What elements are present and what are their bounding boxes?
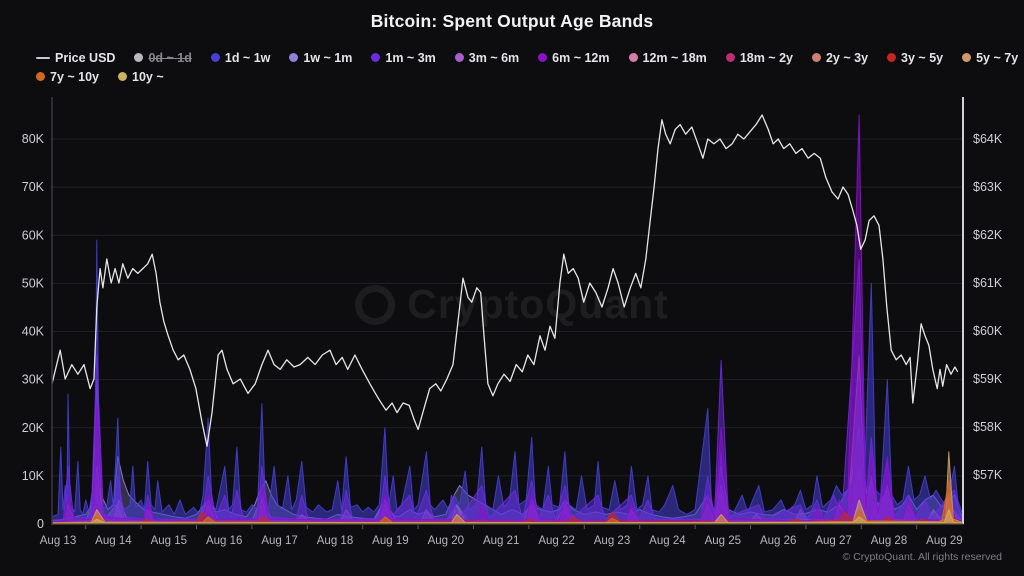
y-axis-label-left: 80K	[22, 132, 45, 146]
y-axis-label-right: $62K	[973, 228, 1003, 242]
price-line	[51, 114, 959, 447]
band-dot-icon	[811, 53, 821, 62]
y-axis-label-left: 20K	[22, 421, 45, 435]
legend-row-1: Price USD 0d ~ 1d 1d ~ 1w 1w ~ 1m 1m ~ 3m 3m …	[36, 49, 1018, 66]
legend-item-7y-10y[interactable]: 7y ~ 10y	[36, 70, 99, 84]
y-axis-label-left: 10K	[22, 469, 45, 483]
y-axis-label-right: $63K	[973, 180, 1003, 194]
x-axis-label: Aug 23	[594, 535, 630, 547]
legend-item-1m-3m[interactable]: 1m ~ 3m	[371, 50, 436, 65]
legend-label: 5y ~ 7y	[976, 50, 1019, 65]
x-axis-label: Aug 25	[705, 535, 741, 547]
legend-label: 2y ~ 3y	[825, 50, 869, 65]
band-dot-icon	[118, 72, 128, 81]
x-axis-label: Aug 16	[206, 535, 242, 547]
y-axis-label-left: 70K	[22, 180, 45, 194]
y-axis-label-left: 50K	[22, 276, 45, 290]
legend-item-6m-12m[interactable]: 6m ~ 12m	[538, 50, 610, 65]
legend-item-18m-2y[interactable]: 18m ~ 2y	[725, 50, 793, 65]
x-axis-label: Aug 27	[815, 535, 851, 547]
legend-label: 1w ~ 1m	[303, 50, 353, 65]
price-line-marker-icon	[36, 56, 50, 59]
y-axis-label-right: $60K	[973, 324, 1003, 338]
y-axis-label-left: 30K	[22, 373, 45, 387]
legend-item-3y-5y[interactable]: 3y ~ 5y	[887, 51, 943, 65]
band-dot-icon	[628, 53, 638, 62]
band-dot-icon	[538, 53, 548, 62]
band-area-6m-12m	[51, 114, 964, 525]
band-dot-icon	[962, 53, 972, 62]
band-dot-icon	[36, 72, 45, 81]
band-dot-icon	[134, 53, 144, 62]
x-axis-label: Aug 24	[649, 535, 686, 547]
y-axis-label-left: 60K	[22, 228, 45, 242]
legend-label: 18m ~ 2y	[739, 50, 793, 65]
x-axis-label: Aug 21	[483, 535, 519, 547]
legend-item-1d-1w[interactable]: 1d ~ 1w	[210, 50, 271, 65]
legend-label: 12m ~ 18m	[642, 50, 707, 65]
legend-label: 10y ~	[132, 69, 164, 84]
legend-label: 3y ~ 5y	[901, 50, 944, 65]
legend-item-10y[interactable]: 10y ~	[118, 70, 164, 84]
y-axis-label-right: $61K	[973, 276, 1003, 290]
band-dot-icon	[725, 53, 735, 62]
x-axis-label: Aug 20	[428, 535, 464, 547]
band-dot-icon	[210, 53, 220, 62]
legend-item-1w-1m[interactable]: 1w ~ 1m	[289, 51, 352, 65]
y-axis-label-right: $64K	[973, 132, 1003, 146]
x-axis-label: Aug 17	[261, 535, 297, 547]
x-axis-label: Aug 29	[926, 535, 962, 547]
x-axis-label: Aug 18	[317, 535, 353, 547]
band-dot-icon	[454, 53, 464, 62]
legend-label: Price USD	[55, 50, 116, 65]
band-area-1m-3m	[51, 258, 964, 525]
legend-item-price-usd[interactable]: Price USD	[36, 51, 115, 65]
legend-item-5y-7y[interactable]: 5y ~ 7y	[962, 51, 1018, 65]
legend-item-3m-6m[interactable]: 3m ~ 6m	[454, 50, 520, 65]
legend-label: 0d ~ 1d	[148, 50, 192, 65]
legend-item-0d-1d[interactable]: 0d ~ 1d	[134, 50, 192, 65]
x-axis-label: Aug 28	[871, 535, 907, 547]
legend-label: 6m ~ 12m	[552, 50, 610, 65]
band-dot-icon	[289, 53, 299, 62]
page-title: Bitcoin: Spent Output Age Bands	[370, 11, 654, 31]
y-axis-label-left: 0	[37, 517, 44, 531]
copyright-notice: © CryptoQuant. All rights reserved	[842, 551, 1002, 563]
band-area-1d-1w	[51, 239, 964, 525]
x-axis-label: Aug 22	[538, 535, 574, 547]
y-axis-label-left: 40K	[22, 325, 45, 339]
y-axis-label-right: $58K	[973, 420, 1003, 434]
legend-label: 3m ~ 6m	[468, 50, 520, 65]
x-axis-label: Aug 14	[95, 535, 132, 547]
legend: Price USD 0d ~ 1d 1d ~ 1w 1w ~ 1m 1m ~ 3m 3m …	[36, 49, 1018, 87]
x-axis-label: Aug 19	[372, 535, 408, 547]
x-axis-label: Aug 26	[760, 535, 796, 547]
legend-item-2y-3y[interactable]: 2y ~ 3y	[811, 50, 869, 65]
legend-row-2: 7y ~ 10y 10y ~	[36, 68, 1004, 85]
legend-label: 1m ~ 3m	[385, 50, 436, 65]
x-axis-label: Aug 13	[40, 535, 76, 547]
band-dot-icon	[371, 53, 381, 62]
legend-item-12m-18m[interactable]: 12m ~ 18m	[628, 50, 707, 65]
y-axis-label-right: $57K	[973, 468, 1003, 482]
y-axis-label-right: $59K	[973, 372, 1003, 386]
x-axis-label: Aug 15	[151, 535, 187, 547]
legend-label: 1d ~ 1w	[224, 50, 271, 65]
legend-label: 7y ~ 10y	[50, 69, 100, 84]
band-dot-icon	[887, 53, 897, 62]
